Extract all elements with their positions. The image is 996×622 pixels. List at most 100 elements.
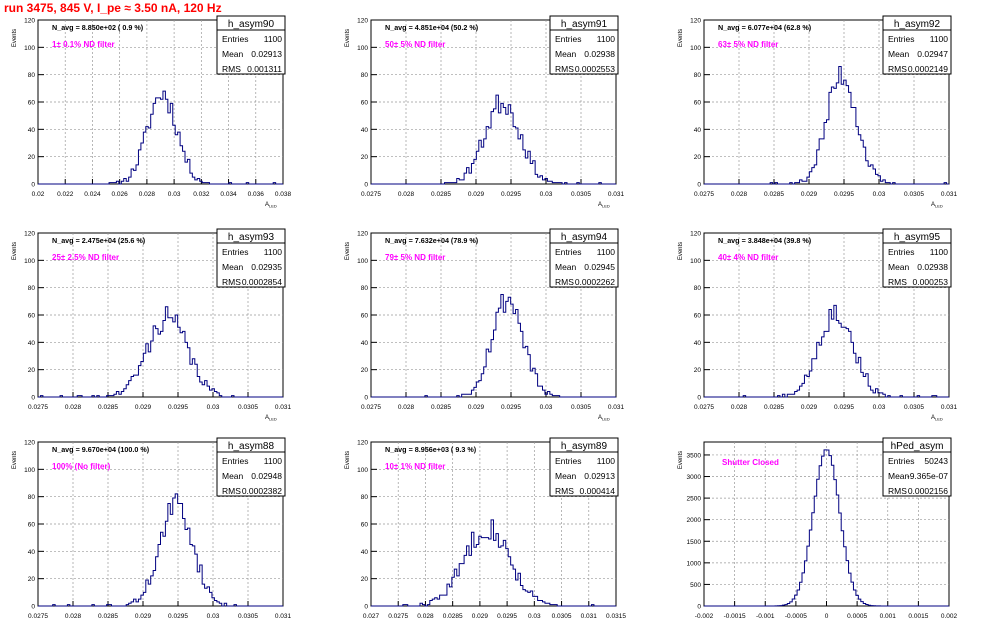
stats-box bbox=[882, 15, 952, 75]
x-tick-label: 0.028 bbox=[731, 404, 748, 411]
y-tick-label: 60 bbox=[694, 313, 702, 320]
stats-value: 0.0002156 bbox=[908, 486, 948, 496]
stats-key: Entries bbox=[555, 247, 581, 257]
filter-label: Shutter Closed bbox=[722, 458, 779, 467]
navg-label: N_avg = 9.670e+04 (100.0 %) bbox=[52, 445, 150, 454]
y-tick-label: 20 bbox=[28, 154, 36, 161]
filter-label: 10± 1% ND filter bbox=[385, 462, 445, 471]
navg-label: N_avg = 8.956e+03 ( 9.3 %) bbox=[385, 445, 477, 454]
x-tick-label: 0.028 bbox=[139, 191, 156, 198]
y-tick-label: 40 bbox=[361, 549, 369, 556]
x-tick-label: 0.0295 bbox=[501, 191, 521, 198]
stats-key: Mean bbox=[555, 49, 577, 59]
y-tick-label: 80 bbox=[361, 285, 369, 292]
x-tick-label: 0.028 bbox=[731, 191, 748, 198]
stats-value: 1100 bbox=[264, 34, 283, 44]
histogram-h_asym95: 0.0275 0.028 0.0285 0.029 0.0295 0.03 0.0305 0.… bbox=[678, 228, 958, 422]
filter-label: 25± 2.5% ND filter bbox=[52, 253, 119, 262]
stats-key: Mean bbox=[222, 49, 244, 59]
stats-value: 0.02913 bbox=[251, 49, 282, 59]
x-tick-label: 0.0275 bbox=[694, 191, 714, 198]
histogram-name: h_asym91 bbox=[561, 19, 608, 30]
x-tick-label: 0.031 bbox=[275, 404, 292, 411]
y-tick-label: 60 bbox=[361, 522, 369, 529]
x-tick-label: 0.0285 bbox=[764, 191, 784, 198]
y-tick-label: 80 bbox=[694, 72, 702, 79]
y-tick-label: 120 bbox=[690, 18, 701, 25]
x-tick-label: 0.0295 bbox=[168, 613, 188, 620]
y-axis-title: Events bbox=[12, 451, 18, 469]
x-tick-label: 0.034 bbox=[220, 191, 237, 198]
y-tick-label: 0 bbox=[697, 604, 701, 611]
y-tick-label: 60 bbox=[28, 522, 36, 529]
x-tick-label: 0.0305 bbox=[552, 613, 572, 620]
x-tick-label: 0.0285 bbox=[431, 191, 451, 198]
stats-key: Entries bbox=[555, 34, 581, 44]
x-tick-label: 0.032 bbox=[193, 191, 210, 198]
stats-key: Mean bbox=[222, 471, 244, 481]
y-tick-label: 80 bbox=[361, 494, 369, 501]
x-tick-label: 0.0305 bbox=[904, 191, 924, 198]
x-tick-label: 0.029 bbox=[135, 404, 152, 411]
stats-box bbox=[549, 15, 619, 75]
y-tick-label: 0 bbox=[364, 395, 368, 402]
histogram-name: hPed_asym bbox=[891, 441, 944, 452]
x-tick-label: 0.027 bbox=[363, 613, 380, 620]
y-tick-label: 80 bbox=[361, 72, 369, 79]
y-tick-label: 40 bbox=[694, 340, 702, 347]
stats-value: 0.02938 bbox=[917, 262, 948, 272]
x-tick-label: 0.03 bbox=[207, 404, 220, 411]
x-tick-label: 0.029 bbox=[801, 404, 818, 411]
y-tick-label: 40 bbox=[361, 127, 369, 134]
y-axis-title: Events bbox=[345, 451, 351, 469]
y-tick-label: 20 bbox=[694, 367, 702, 374]
stats-key: Mean bbox=[888, 262, 910, 272]
stats-value: 50243 bbox=[924, 456, 948, 466]
x-tick-label: 0.0015 bbox=[908, 613, 928, 620]
x-tick-label: 0.031 bbox=[581, 613, 598, 620]
stats-key: RMS bbox=[555, 277, 574, 287]
x-axis-title: ALED bbox=[265, 202, 277, 209]
stats-box bbox=[216, 15, 286, 75]
y-tick-label: 100 bbox=[24, 258, 35, 265]
y-tick-label: 80 bbox=[28, 285, 36, 292]
stats-box bbox=[216, 437, 286, 497]
y-tick-label: 120 bbox=[24, 18, 35, 25]
histogram-line bbox=[371, 294, 616, 398]
stats-value: -9.365e-07 bbox=[907, 471, 948, 481]
x-tick-label: 0.0295 bbox=[501, 404, 521, 411]
x-axis-title: ALED bbox=[931, 415, 943, 422]
x-tick-label: 0.002 bbox=[941, 613, 958, 620]
x-tick-label: 0.029 bbox=[472, 613, 489, 620]
x-tick-label: 0.029 bbox=[801, 191, 818, 198]
stats-value: 0.0002149 bbox=[908, 64, 948, 74]
filter-label: 40± 4% ND filter bbox=[718, 253, 778, 262]
y-tick-label: 100 bbox=[24, 45, 35, 52]
y-tick-label: 2000 bbox=[687, 517, 702, 524]
histogram-h_asym91: 0.0275 0.028 0.0285 0.029 0.0295 0.03 0.0305 0.… bbox=[345, 15, 625, 209]
y-axis-title: Events bbox=[678, 29, 684, 47]
x-tick-label: 0.02 bbox=[32, 191, 45, 198]
stats-key: RMS bbox=[888, 64, 907, 74]
x-tick-label: 0.031 bbox=[608, 404, 625, 411]
y-tick-label: 120 bbox=[357, 18, 368, 25]
stats-key: Mean bbox=[222, 262, 244, 272]
x-tick-label: -0.0015 bbox=[724, 613, 746, 620]
y-tick-label: 40 bbox=[28, 127, 36, 134]
x-tick-label: 0.0295 bbox=[168, 404, 188, 411]
y-tick-label: 120 bbox=[24, 231, 35, 238]
stats-key: Entries bbox=[222, 34, 248, 44]
x-tick-label: -0.0005 bbox=[785, 613, 807, 620]
stats-key: RMS bbox=[555, 486, 574, 496]
filter-label: 63± 5% ND filter bbox=[718, 40, 778, 49]
y-tick-label: 40 bbox=[28, 340, 36, 347]
x-tick-label: 0.0295 bbox=[834, 191, 854, 198]
x-tick-label: 0.0285 bbox=[764, 404, 784, 411]
histogram-line bbox=[704, 304, 949, 398]
histogram-hPed_asym: -0.002 -0.0015 -0.001 -0.0005 0 0.0005 0.001 0.… bbox=[678, 437, 958, 620]
stats-box bbox=[882, 228, 952, 288]
x-tick-label: 0.026 bbox=[112, 191, 129, 198]
filter-label: 79± 5% ND filter bbox=[385, 253, 445, 262]
y-axis-title: Events bbox=[345, 242, 351, 260]
x-tick-label: 0.0305 bbox=[904, 404, 924, 411]
